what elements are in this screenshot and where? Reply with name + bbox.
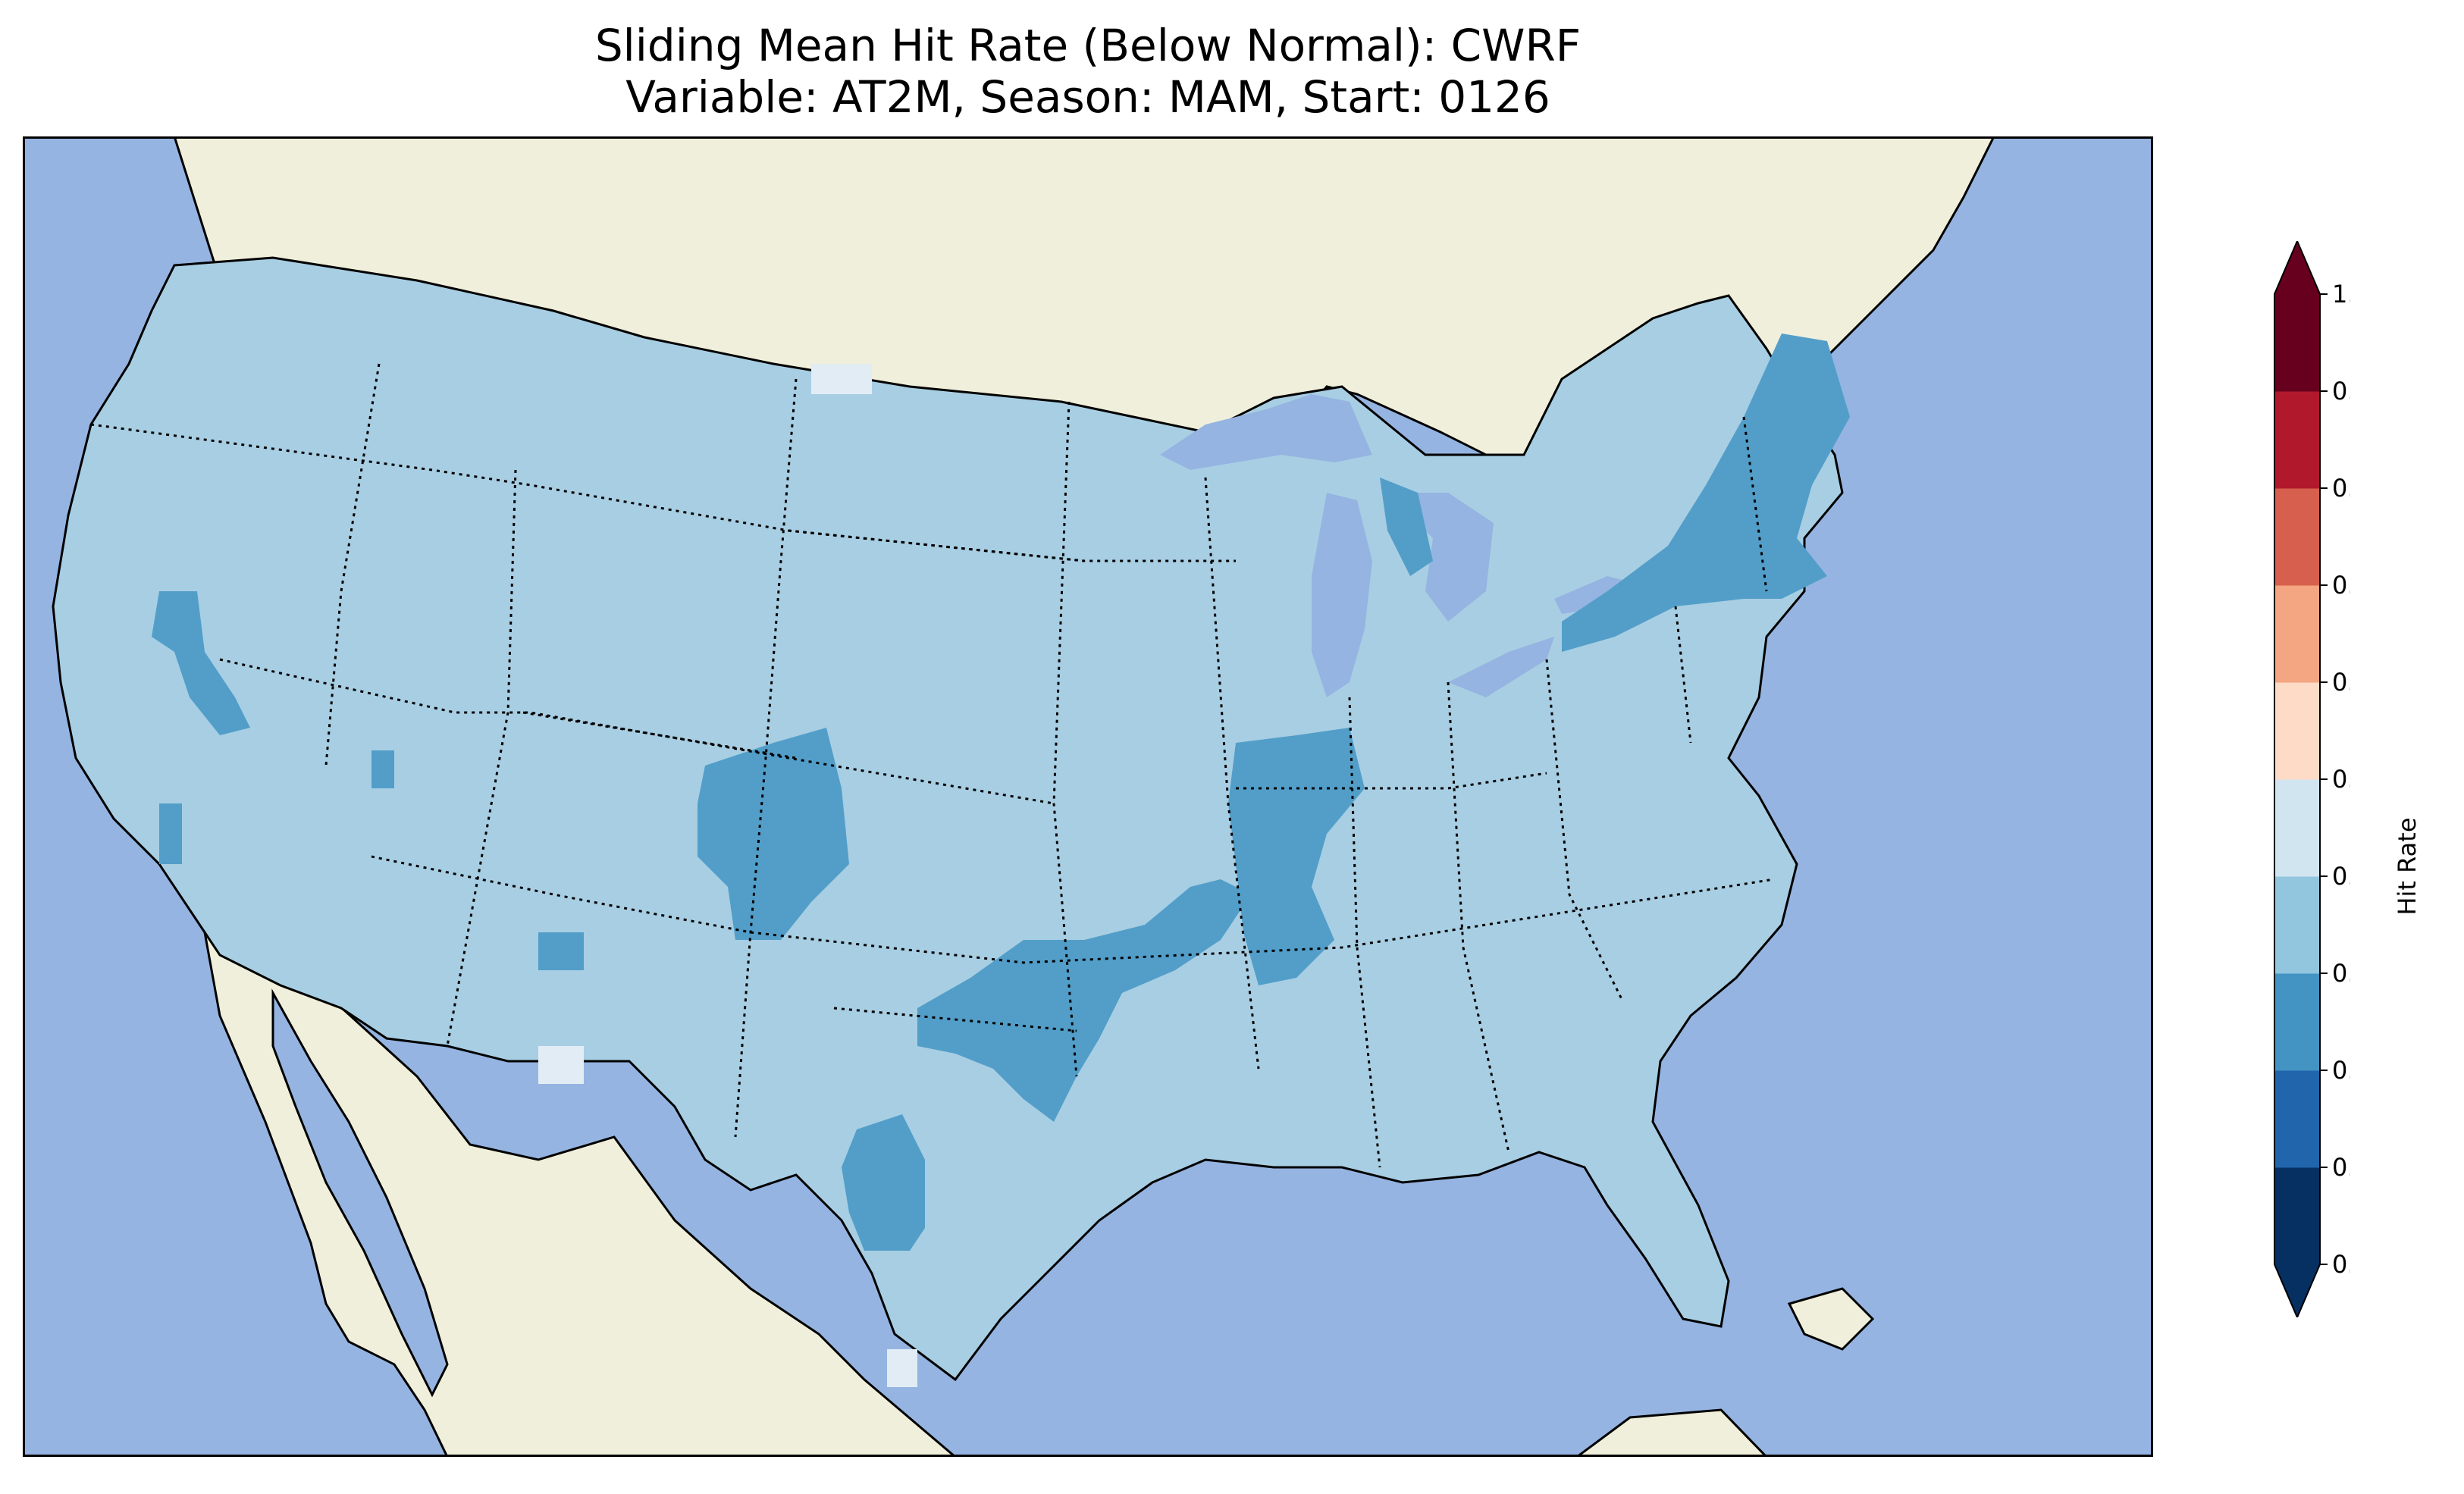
lake-michigan	[1312, 493, 1372, 697]
region-ozarks-band	[917, 879, 1251, 1122]
region-northeast	[1562, 334, 1850, 652]
region-midwest	[1228, 728, 1365, 985]
colorbar-extend-min	[2274, 1264, 2320, 1317]
map-panel	[23, 136, 2153, 1457]
lake-superior	[1160, 394, 1372, 470]
region-west-texas	[842, 1114, 925, 1251]
colorbar-tick-label: 0.8	[2332, 474, 2350, 503]
colorbar-segment	[2274, 391, 2320, 489]
map-title-line-2: Variable: AT2M, Season: MAM, Start: 0126	[625, 71, 1550, 123]
colorbar-segment	[2274, 682, 2320, 780]
colorbar-segment	[2274, 1167, 2320, 1265]
colorbar-tick-label: 0.7	[2332, 571, 2350, 600]
colorbar-tick-label: 0.3	[2332, 959, 2350, 988]
colorbar-segment	[2274, 294, 2320, 392]
colorbar-tick-label: 0.1	[2332, 1153, 2350, 1182]
region-michigan	[1380, 478, 1433, 576]
region-az-patch	[538, 932, 584, 970]
colorbar-segment	[2274, 973, 2320, 1071]
gulf-of-california	[271, 988, 449, 1398]
colorbar-label: Hit Rate	[2393, 817, 2422, 916]
region-tx-patch	[887, 1349, 917, 1387]
colorbar-segment	[2274, 488, 2320, 586]
colorbar-tick-label: 0.0	[2332, 1250, 2350, 1279]
colorbar-tick-label: 0.6	[2332, 668, 2350, 697]
state-borders	[90, 363, 1775, 1168]
region-nevada	[152, 591, 250, 735]
cuba-land	[1787, 1287, 1875, 1351]
region-ca-patch	[159, 803, 182, 864]
colorbar: 0.0 0.1 0.2 0.3 0.4 0.5 0.6 0.7 0.8 0.9 1.0	[2274, 241, 2350, 1317]
colorbar-tick-label: 0.2	[2332, 1056, 2350, 1085]
colorbar-segment	[2274, 876, 2320, 974]
yucatan-corner	[1575, 1408, 1769, 1457]
mexico-land	[202, 930, 958, 1457]
colorbar-segment	[2274, 585, 2320, 683]
colorbar-segment	[2274, 779, 2320, 877]
region-nd-patch	[811, 364, 872, 394]
colorbar-tick-label: 0.4	[2332, 862, 2350, 891]
colorbar-tick-label: 0.9	[2332, 377, 2350, 406]
region-nm-patch	[538, 1046, 584, 1084]
colorbar-segment	[2274, 1070, 2320, 1168]
colorbar-extend-max	[2274, 241, 2320, 294]
lake-huron	[1387, 493, 1494, 622]
region-utah-patch	[371, 750, 394, 788]
colorbar-tick-label: 0.5	[2332, 765, 2350, 794]
region-colorado	[698, 728, 849, 940]
map-frame	[23, 136, 2153, 1457]
map-title-line-1: Sliding Mean Hit Rate (Below Normal): CW…	[594, 20, 1582, 71]
lake-erie	[1448, 637, 1554, 697]
colorbar-tick-label: 1.0	[2332, 280, 2350, 309]
